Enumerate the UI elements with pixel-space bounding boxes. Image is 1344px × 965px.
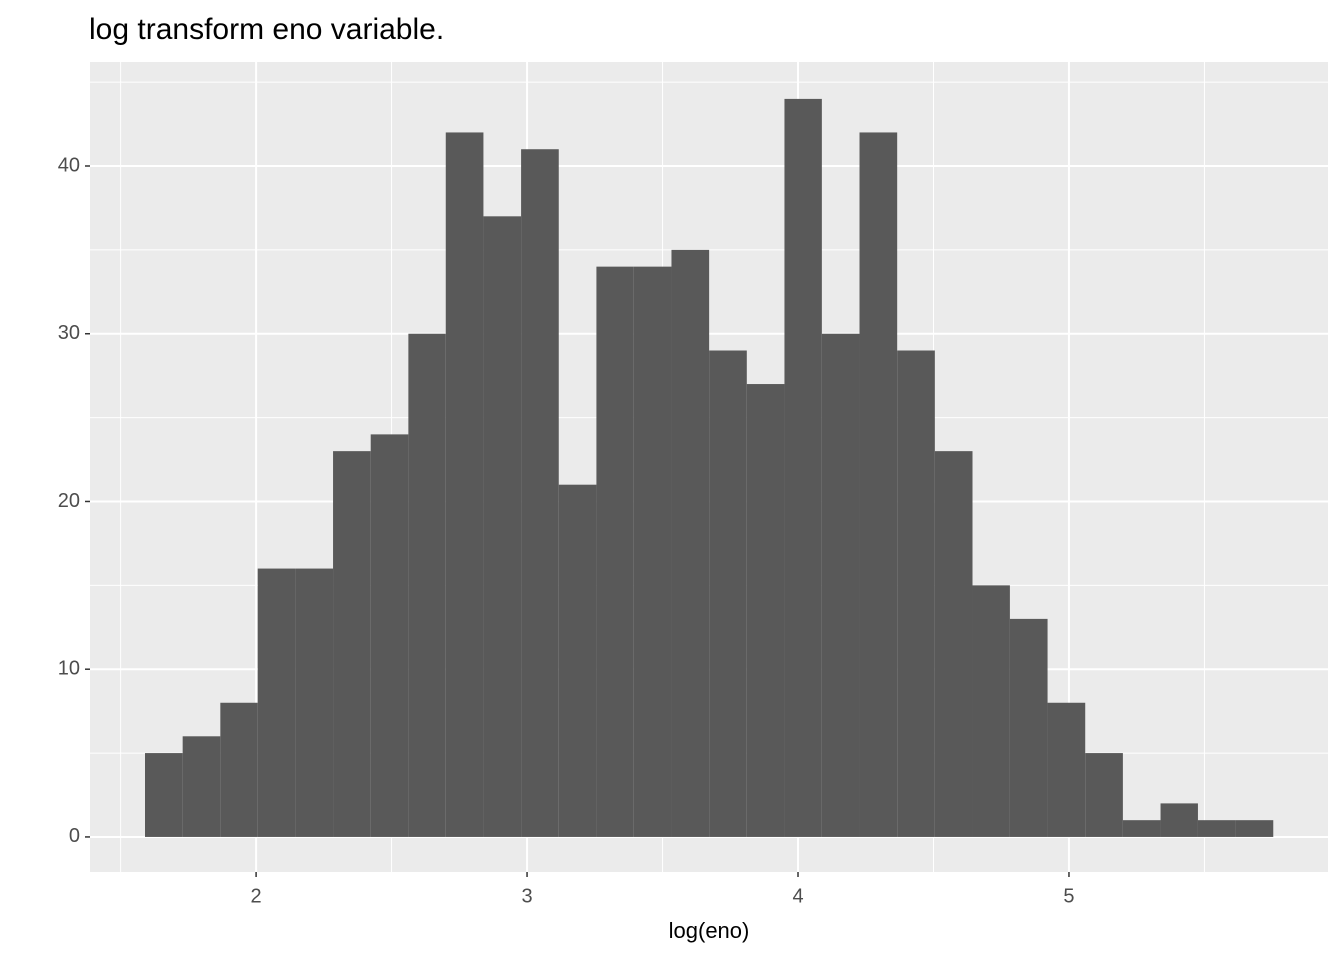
bar xyxy=(1122,820,1161,837)
chart-title: log transform eno variable. xyxy=(89,13,444,46)
y-tick-label: 0 xyxy=(69,825,80,847)
x-tick-label: 2 xyxy=(251,885,262,907)
bar xyxy=(145,753,183,837)
bar xyxy=(633,266,672,837)
bar xyxy=(596,266,634,837)
bar xyxy=(408,333,446,837)
bar xyxy=(934,451,973,837)
y-tick-label: 10 xyxy=(58,657,80,679)
bar xyxy=(671,249,710,837)
bar xyxy=(1047,702,1086,837)
bar xyxy=(1235,820,1274,837)
bar xyxy=(972,585,1010,837)
x-tick-label: 5 xyxy=(1063,885,1074,907)
bar xyxy=(1197,820,1236,837)
bar xyxy=(333,451,371,837)
bar xyxy=(821,333,860,837)
x-tick-label: 3 xyxy=(521,885,532,907)
bar xyxy=(483,216,522,837)
bar xyxy=(746,384,785,837)
bar xyxy=(1009,618,1048,837)
x-tick-label: 4 xyxy=(792,885,803,907)
bar xyxy=(295,568,334,837)
y-tick-label: 20 xyxy=(58,490,80,512)
bar xyxy=(521,149,559,837)
bar xyxy=(370,434,409,837)
bar xyxy=(445,132,484,837)
bar xyxy=(859,132,898,837)
bar xyxy=(897,350,935,837)
y-tick-label: 40 xyxy=(58,154,80,176)
x-axis-title: log(eno) xyxy=(669,918,750,943)
bar xyxy=(182,736,221,837)
bar xyxy=(1085,753,1123,837)
bar xyxy=(558,484,597,837)
bar xyxy=(257,568,296,837)
bar xyxy=(1160,803,1198,837)
y-tick-label: 30 xyxy=(58,322,80,344)
bar xyxy=(709,350,747,837)
bar xyxy=(784,98,822,837)
bar xyxy=(220,702,258,837)
